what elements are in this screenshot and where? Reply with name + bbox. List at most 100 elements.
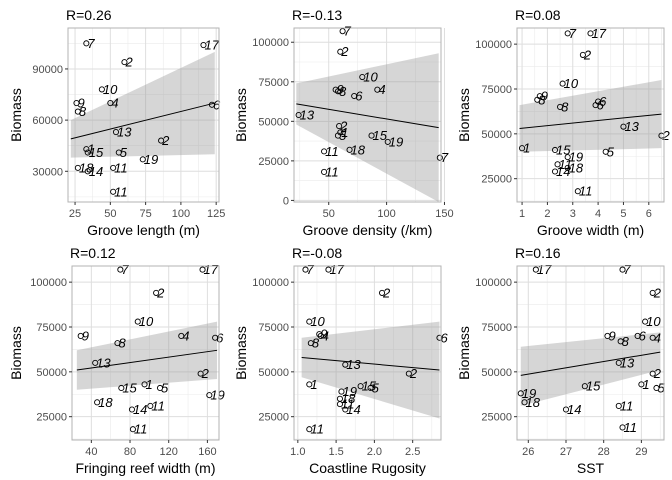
data-point: 2 [579, 47, 592, 62]
data-point: 11 [554, 157, 572, 172]
plot-area [516, 27, 665, 203]
point-label: 1 [87, 142, 94, 157]
point-label: 11 [620, 398, 634, 413]
y-tick-label: 50000 [481, 129, 512, 141]
point-label: 9 [77, 96, 84, 111]
point-label: 7 [121, 262, 129, 277]
point-marker [295, 111, 302, 119]
point-marker [564, 30, 571, 37]
point-label: 11 [325, 144, 339, 159]
data-point: 7 [564, 26, 577, 41]
point-label: 9 [541, 89, 548, 104]
point-marker [200, 42, 207, 49]
panel-title: R=0.12 [70, 245, 116, 261]
point-marker [158, 137, 165, 144]
point-label: 2 [124, 55, 133, 70]
x-axis-label: SST [577, 460, 605, 476]
point-label: 1 [523, 141, 530, 156]
point-label: 6 [639, 328, 647, 343]
point-label: 10 [103, 82, 118, 97]
point-marker [653, 384, 660, 392]
plot-area [67, 27, 220, 203]
data-point: 14 [562, 402, 581, 417]
trend-line [519, 113, 662, 129]
y-axis-label: Biomass [8, 88, 24, 142]
data-point: 11 [110, 160, 128, 175]
point-marker [115, 149, 122, 156]
data-point: 8 [617, 334, 630, 349]
point-label: 13 [346, 357, 361, 372]
x-tick-label: 50 [104, 208, 116, 220]
point-label: 15 [362, 379, 377, 394]
y-tick-label: 50000 [481, 367, 512, 379]
point-label: 8 [118, 336, 126, 351]
point-label: 1 [146, 377, 153, 392]
point-marker [642, 318, 649, 325]
data-point: 17 [325, 262, 345, 277]
y-tick-label: 75000 [258, 77, 289, 89]
data-point: 13 [112, 125, 132, 140]
point-marker [604, 332, 611, 340]
point-label: 15 [586, 379, 601, 394]
x-tick-label: 29 [635, 446, 647, 458]
data-point: 10 [359, 70, 379, 85]
data-point: 15 [551, 142, 571, 157]
panel-border [516, 265, 665, 441]
data-point: 9 [73, 96, 85, 111]
point-marker [334, 88, 342, 95]
y-tick-label: 90000 [32, 64, 63, 76]
point-label: 13 [96, 355, 111, 370]
y-tick-label: 25000 [258, 412, 289, 424]
point-marker [559, 80, 566, 87]
point-marker [617, 338, 624, 345]
panel-title: R=0.08 [515, 7, 561, 23]
point-marker [74, 108, 81, 115]
point-marker [359, 73, 366, 81]
x-tick-label: 125 [207, 208, 225, 220]
data-point: 5 [115, 145, 128, 160]
data-point: 7 [619, 262, 632, 277]
point-marker [178, 332, 185, 340]
point-marker [134, 318, 141, 325]
point-marker [562, 406, 570, 413]
x-tick-label: 80 [124, 446, 136, 458]
x-tick-label: 100 [377, 208, 395, 220]
data-point: 1 [83, 142, 95, 157]
point-marker [94, 399, 101, 406]
data-point: 4 [107, 96, 119, 111]
point-label: 17 [204, 262, 219, 277]
panel-title: R=0.16 [515, 245, 561, 261]
point-marker [342, 406, 349, 413]
panel-border [71, 265, 220, 441]
confidence-band [301, 321, 440, 419]
y-axis-label: Biomass [233, 326, 249, 380]
data-point: 7 [117, 262, 129, 277]
data-point: 5 [602, 144, 615, 159]
point-marker [206, 392, 213, 399]
y-tick-label: 100000 [475, 39, 512, 51]
x-tick-label: 1.0 [290, 446, 305, 458]
x-tick-label: 4 [595, 208, 601, 220]
data-point: 5 [653, 380, 665, 395]
panel-border [516, 27, 665, 203]
data-point: 11 [110, 184, 128, 199]
point-label: 5 [161, 380, 169, 395]
data-point: 18 [521, 395, 541, 410]
data-point: 9 [316, 327, 328, 342]
data-point: 9 [77, 328, 89, 343]
y-tick-label: 100000 [475, 277, 512, 289]
point-marker [367, 384, 374, 392]
y-tick-label: 25000 [481, 174, 512, 186]
point-marker [587, 30, 594, 37]
y-tick-label: 75000 [258, 322, 289, 334]
point-marker [83, 146, 90, 153]
point-label: 6 [440, 330, 448, 345]
point-label: 11 [114, 160, 128, 175]
data-point: 11 [336, 397, 354, 412]
point-label: 9 [608, 328, 615, 343]
data-point: 11 [129, 422, 147, 437]
data-point: 14 [128, 402, 147, 417]
data-point: 11 [321, 144, 339, 159]
point-marker [77, 332, 84, 340]
